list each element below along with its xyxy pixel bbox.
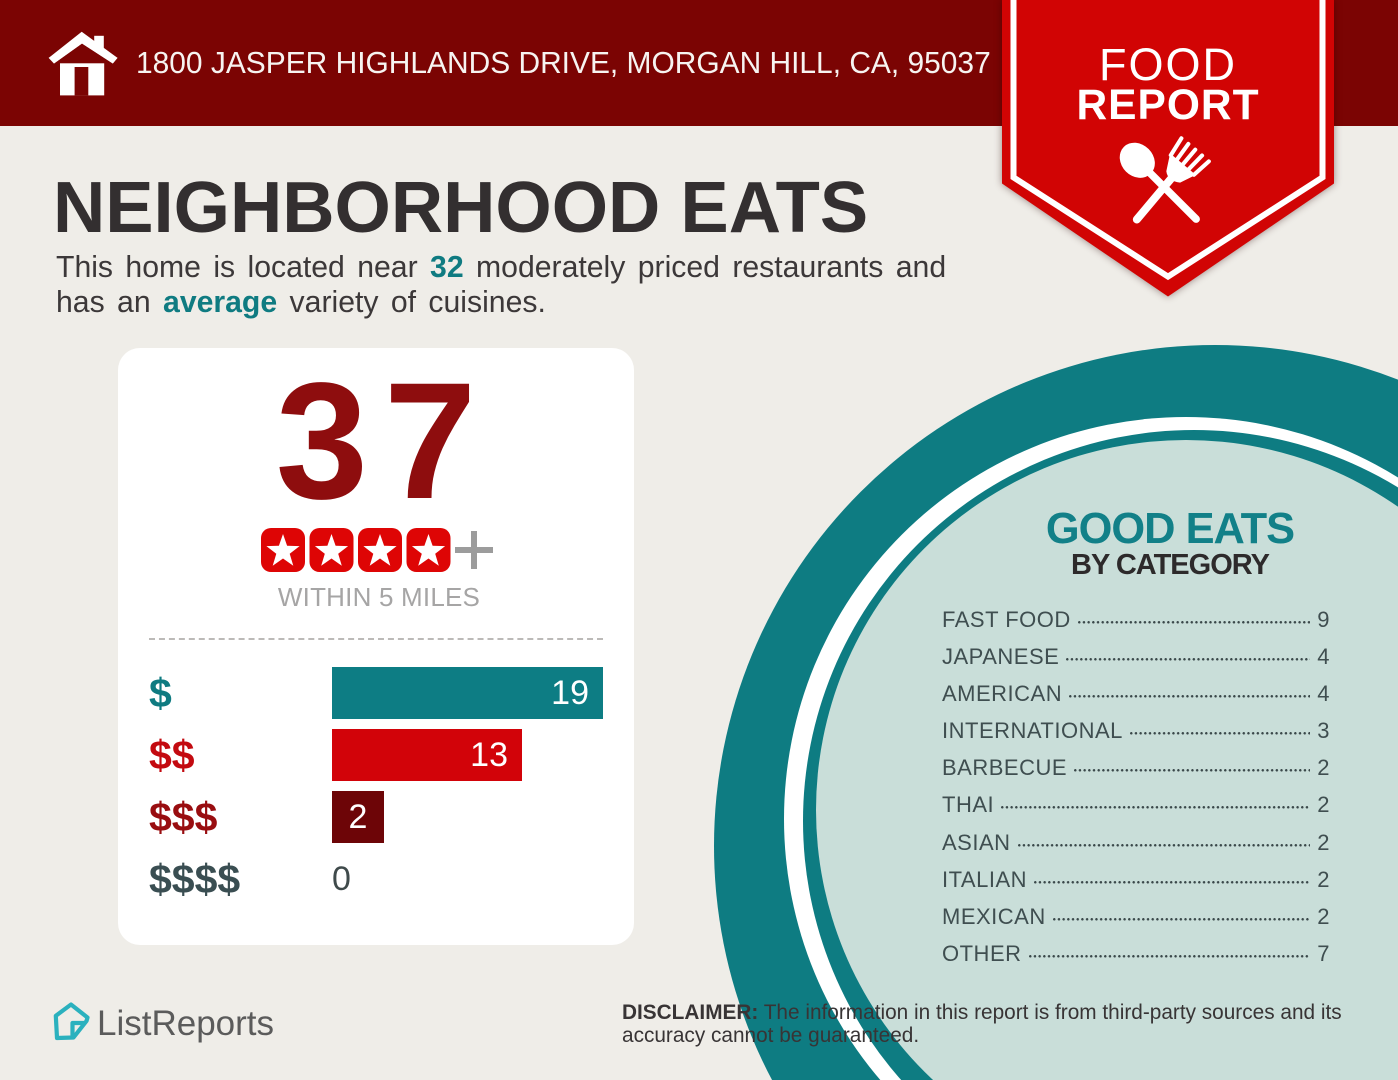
svg-text:FOOD: FOOD <box>1099 39 1237 90</box>
svg-text:REPORT: REPORT <box>1076 82 1259 129</box>
